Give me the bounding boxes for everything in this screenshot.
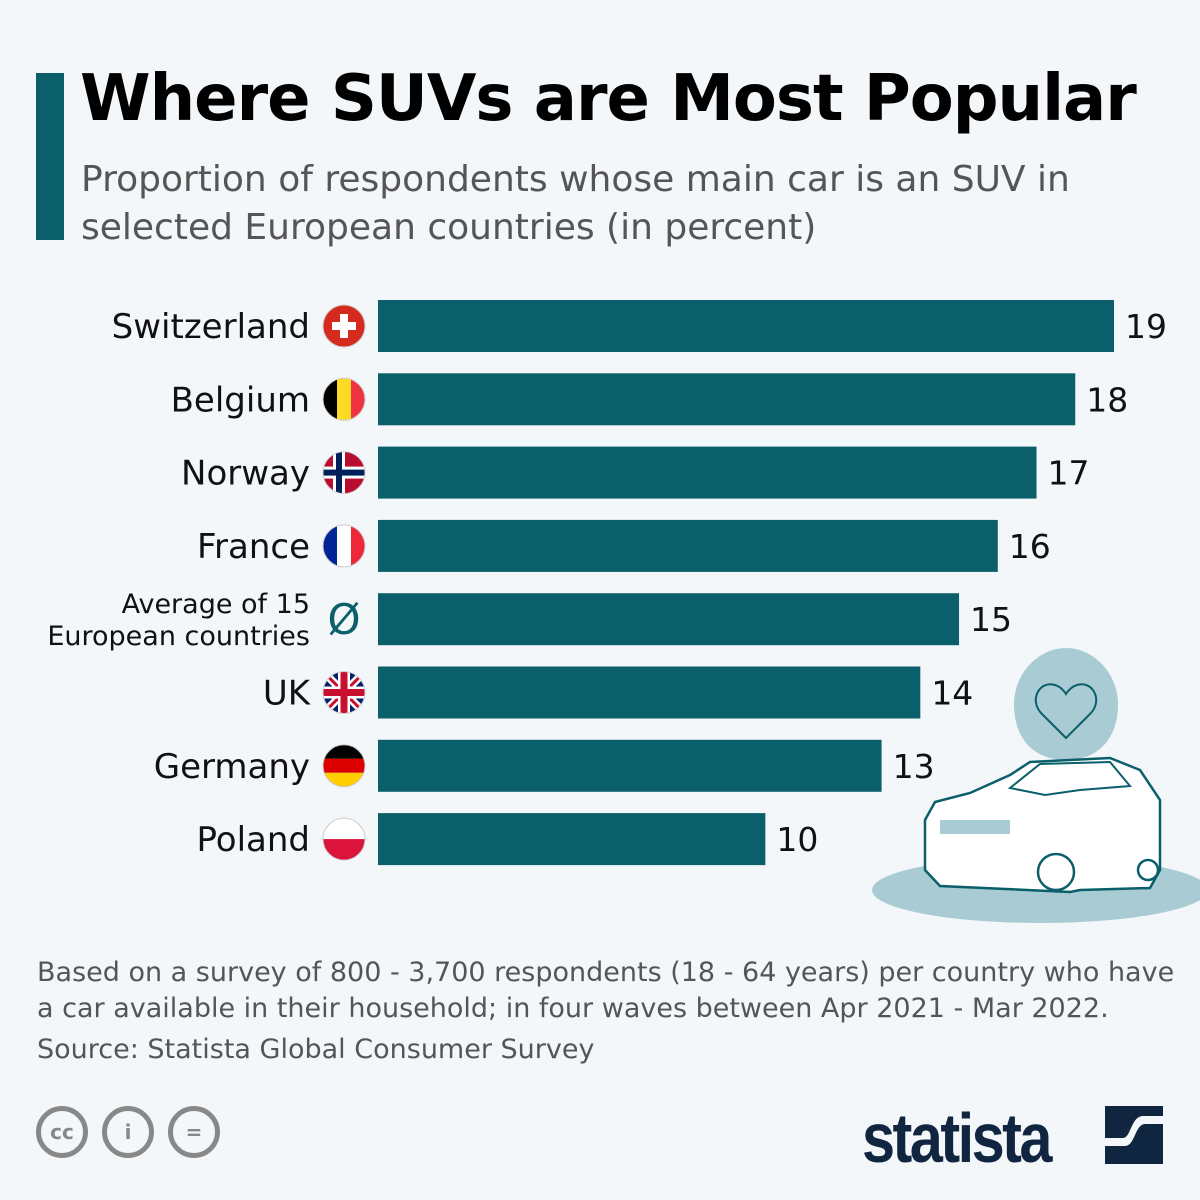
bar (378, 593, 960, 646)
title-accent-bar (36, 73, 64, 240)
average-symbol-icon: Ø (327, 595, 360, 644)
value-label: 16 (1009, 527, 1051, 566)
statista-logo: statista (862, 1099, 1052, 1177)
category-label: Switzerland (112, 307, 310, 347)
flag-uk-icon (323, 671, 365, 714)
category-label: Average of 15 (122, 589, 310, 620)
category-label: European countries (47, 621, 310, 652)
bar (378, 813, 766, 866)
bar (378, 373, 1076, 426)
category-label: Belgium (171, 380, 310, 420)
bar-row: 10 Poland (196, 813, 818, 866)
category-label: UK (263, 674, 312, 714)
suv-illustration (872, 648, 1200, 923)
source: Source: Statista Global Consumer Survey (37, 1034, 595, 1065)
license-icons: cc i = (36, 1106, 220, 1158)
category-label: Germany (154, 747, 310, 787)
bar (378, 519, 998, 572)
flag-belgium-icon (323, 378, 365, 421)
value-label: 15 (970, 600, 1012, 639)
value-label: 18 (1086, 380, 1128, 419)
value-label: 19 (1125, 307, 1167, 346)
bar-row: 18 Belgium (171, 373, 1128, 426)
category-label: Poland (196, 820, 310, 860)
bar-row: 19 Switzerland (112, 300, 1167, 352)
value-label: 10 (776, 820, 818, 859)
flag-poland-icon (323, 818, 365, 861)
value-label: 13 (893, 747, 935, 786)
chart-subtitle: Proportion of respondents whose main car… (81, 159, 1070, 248)
statista-logo-mark-icon (1105, 1106, 1163, 1164)
bar-row: 13 Germany (154, 739, 935, 792)
bar (378, 666, 921, 719)
attribution-icon: i (102, 1106, 154, 1158)
category-label: France (197, 527, 310, 567)
flag-switzerland-icon (323, 305, 365, 347)
bar-row: 14 UK (263, 666, 973, 719)
bar-row: 17 Norway (181, 446, 1090, 499)
bar (378, 446, 1037, 499)
flag-france-icon (323, 524, 365, 567)
footnote: Based on a survey of 800 - 3,700 respond… (37, 957, 1175, 1024)
bar-row: 16 France (197, 519, 1051, 572)
value-label: 17 (1048, 454, 1090, 493)
flag-norway-icon (323, 451, 365, 494)
flag-germany-icon (323, 744, 365, 787)
bar (378, 739, 882, 792)
cc-icon: cc (36, 1106, 88, 1158)
category-label: Norway (181, 454, 310, 494)
no-derivatives-icon: = (168, 1106, 220, 1158)
value-label: 14 (931, 674, 973, 713)
bar-chart: 19 Switzerland 18 Belgium 17 Norway 16 France 15… (47, 300, 1200, 923)
bar (378, 300, 1114, 352)
chart-title: Where SUVs are Most Popular (80, 62, 1137, 136)
